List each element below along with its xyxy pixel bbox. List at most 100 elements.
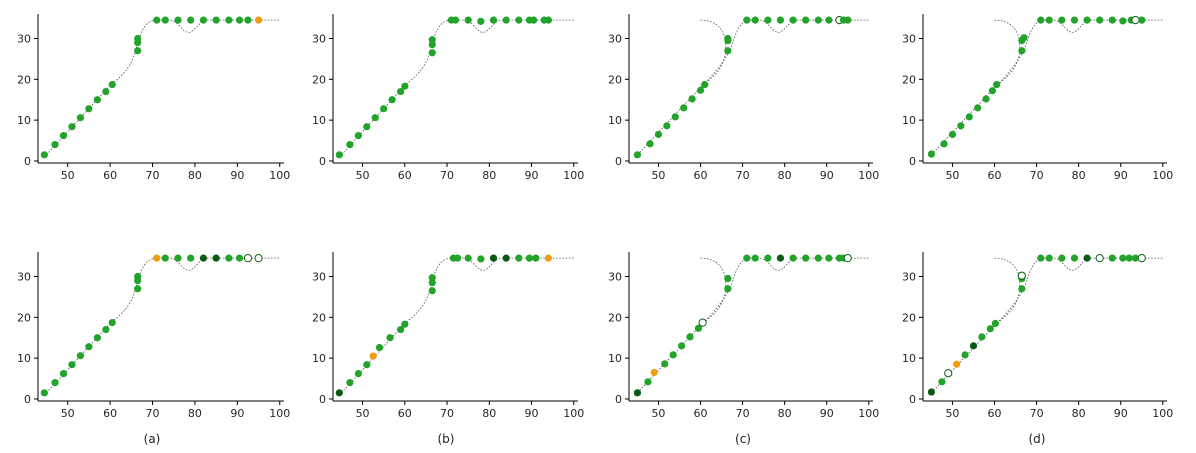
data-point bbox=[1018, 47, 1026, 55]
data-point bbox=[477, 17, 485, 25]
x-tick-label: 70 bbox=[146, 169, 160, 182]
x-tick-label: 80 bbox=[482, 407, 496, 420]
data-point bbox=[1083, 16, 1091, 24]
chart-panel-6: 50 60 70 80 90 100 0 10 20 30 bbox=[312, 252, 584, 420]
data-point bbox=[161, 16, 169, 24]
y-tick-label: 10 bbox=[312, 114, 326, 127]
data-point bbox=[108, 81, 116, 89]
data-point bbox=[68, 123, 76, 131]
data-point bbox=[680, 104, 688, 112]
y-tick-label: 0 bbox=[319, 393, 326, 406]
data-point-dark bbox=[969, 342, 978, 350]
data-point bbox=[51, 379, 59, 387]
data-point-highlight bbox=[254, 16, 263, 24]
data-point bbox=[961, 351, 969, 359]
data-point-dark bbox=[633, 389, 642, 397]
data-point bbox=[940, 140, 948, 148]
x-tick-label: 100 bbox=[1152, 407, 1173, 420]
chart-panel-7: 50 60 70 80 90 100 0 10 20 30 bbox=[608, 252, 879, 420]
data-point bbox=[1020, 34, 1028, 42]
x-tick-label: 80 bbox=[188, 407, 202, 420]
data-point bbox=[814, 16, 822, 24]
data-point bbox=[1037, 254, 1045, 262]
data-point bbox=[1125, 254, 1133, 262]
data-point bbox=[1096, 16, 1104, 24]
reference-path bbox=[931, 257, 1163, 394]
reference-path bbox=[637, 19, 869, 156]
data-point-dark bbox=[199, 254, 208, 262]
x-tick-label: 90 bbox=[525, 407, 539, 420]
data-point bbox=[633, 151, 642, 159]
data-point bbox=[671, 113, 679, 121]
data-point bbox=[85, 343, 93, 351]
data-point bbox=[134, 47, 142, 55]
chart-panel-4: 50 60 70 80 90 100 0 10 20 30 bbox=[902, 14, 1173, 182]
data-point-dark bbox=[502, 254, 510, 262]
data-point bbox=[76, 352, 85, 360]
data-point bbox=[40, 151, 48, 159]
data-point bbox=[743, 254, 751, 262]
chart-panel-2: 50 60 70 80 90 100 0 10 20 30 bbox=[312, 14, 584, 182]
data-point bbox=[386, 334, 394, 342]
x-tick-label: 70 bbox=[440, 169, 454, 182]
x-tick-label: 90 bbox=[525, 169, 539, 182]
y-tick-label: 0 bbox=[909, 393, 916, 406]
data-point-highlight bbox=[544, 254, 553, 262]
data-point bbox=[1131, 254, 1140, 262]
data-point bbox=[701, 81, 709, 89]
y-tick-label: 30 bbox=[608, 270, 622, 283]
y-tick-label: 10 bbox=[608, 352, 622, 365]
data-point-highlight bbox=[650, 368, 658, 377]
data-point bbox=[751, 254, 759, 262]
x-tick-label: 50 bbox=[945, 169, 959, 182]
y-tick-label: 30 bbox=[17, 32, 31, 45]
data-point bbox=[428, 36, 436, 44]
data-point bbox=[102, 325, 110, 334]
data-point bbox=[134, 34, 142, 43]
x-tick-label: 80 bbox=[1072, 407, 1086, 420]
data-point-dark bbox=[776, 254, 785, 262]
y-tick-label: 30 bbox=[608, 32, 622, 45]
x-tick-label: 50 bbox=[651, 407, 665, 420]
data-point bbox=[544, 16, 553, 24]
data-point-hollow bbox=[1131, 16, 1140, 25]
reference-path bbox=[341, 19, 574, 156]
data-point bbox=[677, 342, 686, 350]
data-point bbox=[654, 130, 663, 139]
y-tick-label: 30 bbox=[312, 32, 326, 45]
y-tick-label: 10 bbox=[17, 114, 31, 127]
caption-a: (a) bbox=[144, 432, 161, 446]
reference-path bbox=[341, 257, 574, 394]
data-point bbox=[451, 16, 460, 24]
data-point bbox=[1037, 16, 1045, 24]
y-tick-label: 0 bbox=[615, 393, 622, 406]
x-tick-label: 60 bbox=[694, 169, 708, 182]
data-point bbox=[346, 379, 354, 387]
data-point bbox=[686, 333, 694, 341]
data-point bbox=[93, 334, 101, 342]
data-point bbox=[802, 16, 810, 24]
data-point bbox=[187, 254, 195, 262]
data-point bbox=[1058, 254, 1066, 262]
data-point bbox=[363, 361, 371, 369]
data-point bbox=[974, 104, 982, 112]
x-tick-label: 50 bbox=[651, 169, 665, 182]
data-point-hollow bbox=[1095, 254, 1104, 263]
data-point bbox=[644, 378, 652, 386]
data-point-dark bbox=[212, 254, 220, 262]
data-point bbox=[965, 113, 973, 121]
y-tick-label: 20 bbox=[312, 311, 326, 324]
data-point bbox=[694, 324, 703, 332]
chart-panel-3: 50 60 70 80 90 100 0 10 20 30 bbox=[608, 14, 879, 182]
data-point bbox=[743, 16, 751, 24]
x-tick-label: 80 bbox=[188, 169, 202, 182]
y-tick-label: 30 bbox=[902, 32, 916, 45]
data-point bbox=[134, 272, 142, 281]
data-point bbox=[68, 361, 76, 369]
data-point bbox=[688, 95, 696, 103]
data-point bbox=[161, 254, 169, 262]
y-tick-label: 10 bbox=[902, 114, 916, 127]
data-point bbox=[199, 16, 208, 24]
y-tick-label: 20 bbox=[608, 311, 622, 324]
